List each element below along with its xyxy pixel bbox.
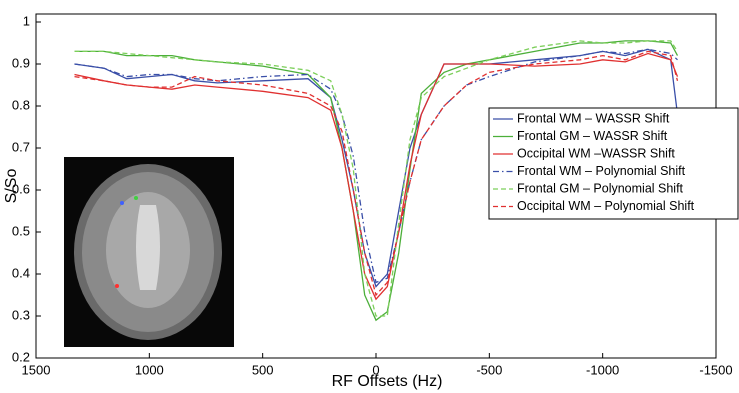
y-tick-label: 0.9 — [12, 55, 30, 70]
y-tick-label: 0.6 — [12, 181, 30, 196]
x-tick-label: 500 — [252, 362, 274, 377]
y-tick-label: 0.7 — [12, 139, 30, 154]
x-tick-label: -500 — [476, 362, 502, 377]
x-tick-label: -1500 — [699, 362, 732, 377]
y-tick-label: 1 — [23, 13, 30, 28]
x-tick-label: 0 — [372, 362, 379, 377]
chart: RF Offsets (Hz) S/So 0.20.30.40.50.60.70… — [0, 0, 739, 393]
legend-label: Frontal WM – WASSR Shift — [517, 111, 670, 125]
y-tick-label: 0.5 — [12, 223, 30, 238]
legend-label: Occipital WM – Polynomial Shift — [517, 199, 695, 213]
x-axis-label: RF Offsets (Hz) — [332, 373, 443, 390]
legend-label: Occipital WM –WASSR Shift — [517, 146, 675, 160]
legend: Frontal WM – WASSR Shift Frontal GM – WAS… — [489, 108, 738, 219]
x-tick-label: -1000 — [586, 362, 619, 377]
brain-inset — [64, 157, 234, 347]
x-tick-label: 1500 — [22, 362, 51, 377]
y-tick-label: 0.8 — [12, 97, 30, 112]
legend-label: Frontal WM – Polynomial Shift — [517, 164, 686, 178]
legend-label: Frontal GM – Polynomial Shift — [517, 181, 684, 195]
y-tick-label: 0.4 — [12, 265, 30, 280]
legend-label: Frontal GM – WASSR Shift — [517, 129, 668, 143]
x-tick-label: 1000 — [135, 362, 164, 377]
y-tick-label: 0.3 — [12, 307, 30, 322]
